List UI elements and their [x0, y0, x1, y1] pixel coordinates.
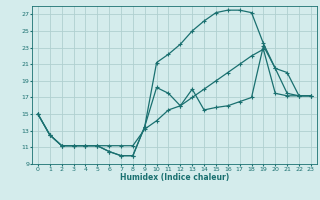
X-axis label: Humidex (Indice chaleur): Humidex (Indice chaleur)	[120, 173, 229, 182]
